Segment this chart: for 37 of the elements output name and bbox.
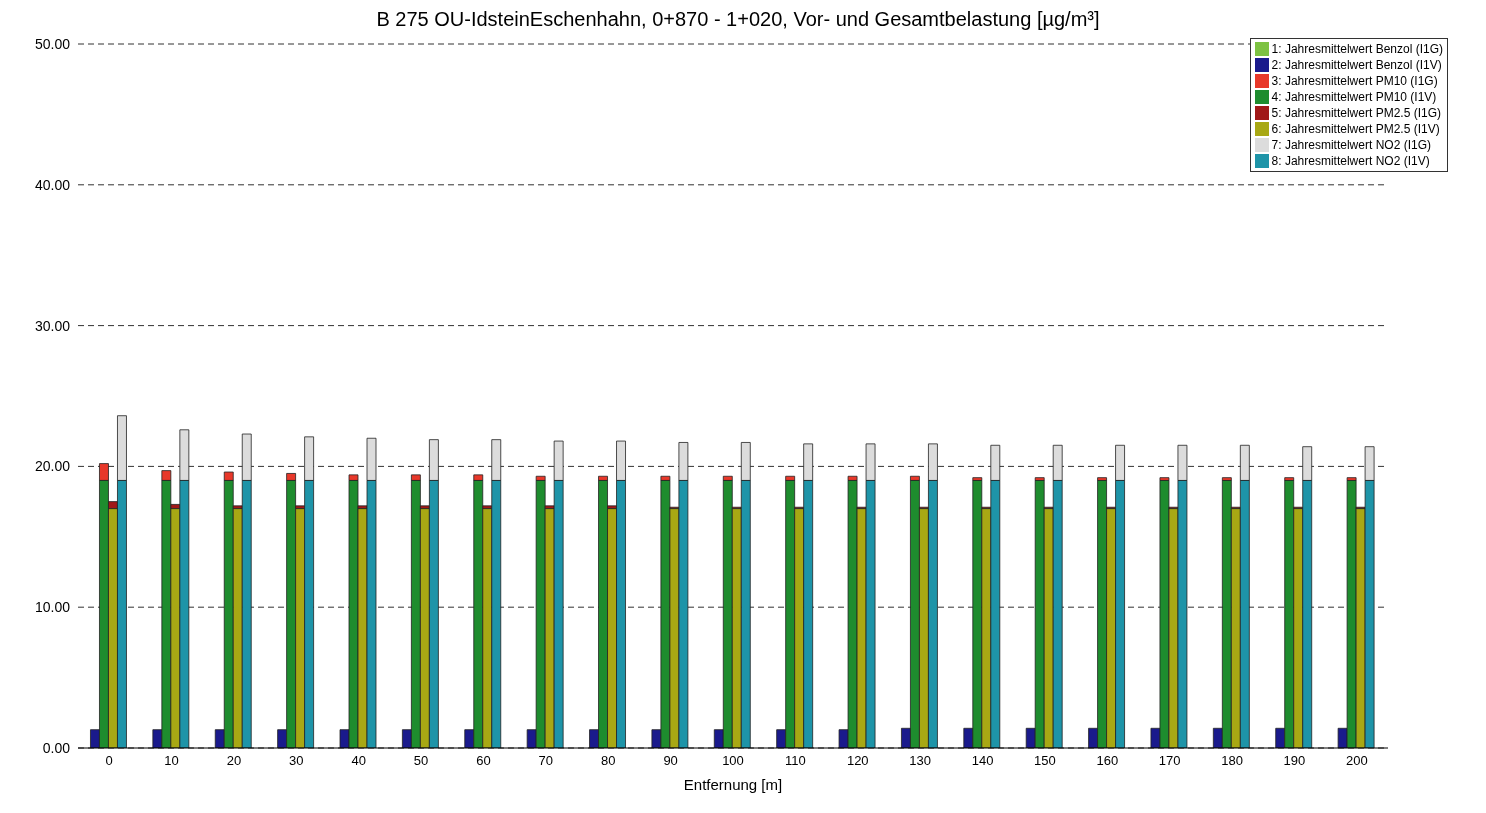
y-tick-label: 50.00 <box>34 35 71 52</box>
legend-label: 5: Jahresmittelwert PM2.5 (I1G) <box>1271 106 1441 120</box>
legend-label: 8: Jahresmittelwert NO2 (I1V) <box>1271 154 1430 168</box>
x-tick-label: 20 <box>226 753 242 769</box>
x-tick-label: 150 <box>1034 753 1056 769</box>
x-tick-label: 160 <box>1096 753 1119 769</box>
x-tick-label: 40 <box>351 753 366 769</box>
legend-label: 7: Jahresmittelwert NO2 (I1G) <box>1271 138 1431 152</box>
x-tick-label: 100 <box>722 753 744 769</box>
legend-label: 1: Jahresmittelwert Benzol (I1G) <box>1271 42 1443 56</box>
x-tick-label: 170 <box>1158 753 1181 769</box>
y-tick-label: 0.00 <box>42 739 71 756</box>
x-tick-label: 120 <box>846 753 869 769</box>
x-tick-label: 140 <box>971 753 994 769</box>
legend-label: 3: Jahresmittelwert PM10 (I1G) <box>1271 74 1438 88</box>
x-tick-label: 60 <box>476 753 491 769</box>
x-tick-label: 70 <box>538 753 554 769</box>
x-tick-label: 50 <box>413 753 429 769</box>
legend-label: 6: Jahresmittelwert PM2.5 (I1V) <box>1271 122 1440 136</box>
x-tick-label: 180 <box>1221 753 1243 769</box>
x-tick-label: 0 <box>105 753 113 769</box>
x-tick-label: 110 <box>785 753 806 769</box>
x-tick-label: 10 <box>164 753 179 769</box>
y-tick-label: 10.00 <box>34 599 71 616</box>
y-tick-label: 30.00 <box>34 317 71 334</box>
y-tick-label: 40.00 <box>34 176 71 193</box>
chart-title: B 275 OU-IdsteinEschenhahn, 0+870 - 1+020, Vor- und Gesamtbelastung [µg/m³] <box>375 8 1101 32</box>
x-axis-title: Entfernung [m] <box>683 776 783 793</box>
x-tick-label: 90 <box>663 753 678 769</box>
x-tick-label: 130 <box>909 753 931 769</box>
x-tick-label: 190 <box>1283 753 1306 769</box>
legend-label: 4: Jahresmittelwert PM10 (I1V) <box>1271 90 1437 104</box>
x-tick-label: 80 <box>601 753 616 769</box>
y-tick-label: 20.00 <box>34 458 71 475</box>
x-tick-label: 200 <box>1345 753 1368 769</box>
x-tick-label: 30 <box>289 753 304 769</box>
legend-label: 2: Jahresmittelwert Benzol (I1V) <box>1271 58 1442 72</box>
